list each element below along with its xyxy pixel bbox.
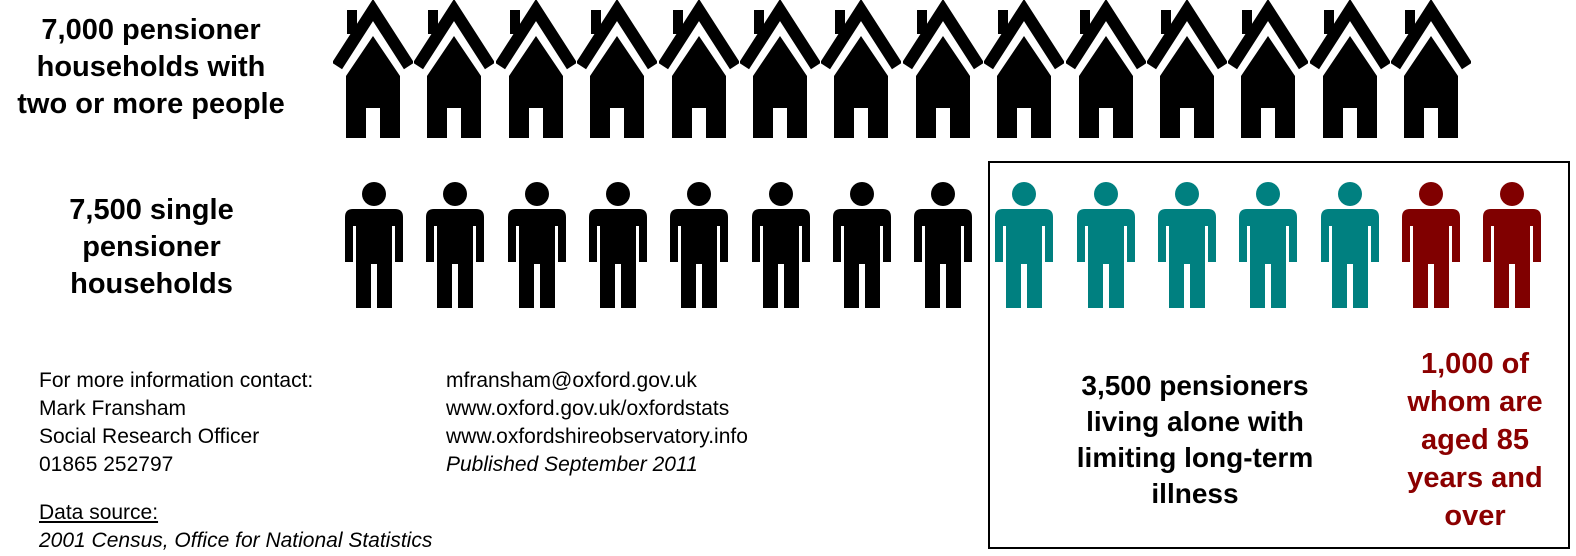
house-icon — [658, 0, 739, 138]
house-icon — [902, 0, 983, 138]
singles-label-line: households — [70, 268, 233, 300]
house-icon — [1309, 0, 1390, 138]
web-info: mfransham@oxford.gov.uk www.oxford.gov.u… — [446, 367, 748, 479]
contact-name: Mark Fransham — [39, 397, 187, 420]
aged-85-text-line: whom are — [1407, 386, 1543, 418]
oxford-stats-link[interactable]: www.oxford.gov.uk/oxfordstats — [446, 397, 730, 420]
house-icon — [333, 0, 413, 138]
person-icon — [1076, 180, 1135, 310]
person-icon — [588, 180, 647, 310]
contact-phone: 01865 252797 — [39, 453, 174, 476]
house-icon — [1065, 0, 1146, 138]
data-source: Data source: 2001 Census, Office for Nat… — [39, 499, 432, 555]
illness-text-line: illness — [1151, 478, 1239, 509]
aged-85-text-line: years and — [1407, 462, 1543, 494]
person-icon — [751, 180, 810, 310]
illness-text: 3,500 pensioners living alone with limit… — [1040, 368, 1350, 512]
aged-85-text-line: aged 85 — [1421, 424, 1529, 456]
person-icon — [1401, 180, 1460, 310]
illness-text-line: living alone with — [1086, 406, 1304, 437]
house-icon — [414, 0, 495, 138]
aged-85-text-line: over — [1444, 500, 1506, 532]
person-icon — [995, 180, 1054, 310]
aged-85-text-line: 1,000 of — [1421, 348, 1529, 380]
published-date: Published September 2011 — [446, 453, 698, 476]
illness-text-line: limiting long-term — [1076, 442, 1314, 473]
singles-label-line: pensioner — [82, 231, 221, 263]
person-icon — [345, 180, 403, 310]
living-alone-box — [988, 161, 1570, 549]
singles-label: 7,500 single pensioner households — [28, 192, 275, 303]
illness-text-line: 3,500 pensioners — [1081, 370, 1309, 401]
data-source-heading: Data source: — [39, 501, 159, 524]
households-label: 7,000 pensioner households with two or m… — [0, 12, 302, 123]
house-icon — [1391, 0, 1472, 138]
house-icon — [740, 0, 820, 138]
person-icon — [1158, 180, 1216, 310]
contact-info: For more information contact: Mark Frans… — [39, 367, 313, 479]
house-icon — [984, 0, 1065, 138]
house-icon — [821, 0, 902, 138]
person-icon — [426, 180, 485, 310]
households-label-line: households with — [36, 51, 266, 83]
person-icon — [1320, 180, 1379, 310]
house-icon — [1228, 0, 1309, 138]
house-icon — [1147, 0, 1227, 138]
person-icon — [1239, 180, 1298, 310]
email-link[interactable]: mfransham@oxford.gov.uk — [446, 369, 697, 392]
aged-85-text: 1,000 of whom are aged 85 years and over — [1380, 345, 1570, 535]
person-icon — [1483, 180, 1542, 310]
person-icon — [507, 180, 566, 310]
person-icon — [914, 180, 973, 310]
observatory-link[interactable]: www.oxfordshireobservatory.info — [446, 425, 748, 448]
person-icon — [670, 180, 729, 310]
contact-heading: For more information contact: — [39, 369, 314, 392]
households-label-line: 7,000 pensioner — [41, 14, 261, 46]
contact-role: Social Research Officer — [39, 425, 260, 448]
person-icon — [832, 180, 891, 310]
house-icon — [495, 0, 576, 138]
house-icon — [577, 0, 658, 138]
singles-label-line: 7,500 single — [69, 194, 234, 226]
households-label-line: two or more people — [17, 88, 285, 120]
data-source-text: 2001 Census, Office for National Statist… — [39, 529, 433, 552]
